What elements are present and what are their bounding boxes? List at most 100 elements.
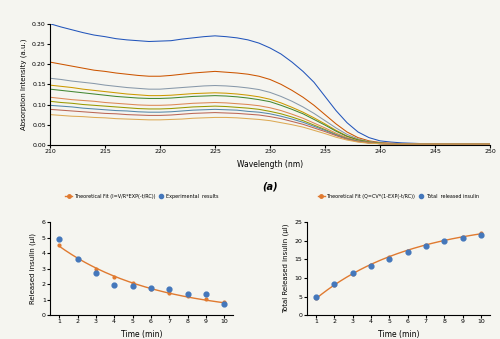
6th min [366, 140, 372, 144]
6th min [388, 142, 394, 146]
3rd min [388, 142, 394, 146]
8th min [124, 109, 130, 113]
2nd min [179, 72, 185, 76]
6th min [410, 142, 416, 146]
1st min [201, 35, 207, 39]
4th min [443, 142, 449, 146]
10th min [91, 115, 97, 119]
3rd min [157, 87, 163, 91]
5th min [399, 142, 405, 146]
6th min [234, 102, 240, 106]
10th min [300, 125, 306, 129]
6th min [465, 142, 471, 146]
1st min [476, 142, 482, 146]
1st min [432, 142, 438, 146]
8th min [377, 142, 383, 146]
5th min [212, 94, 218, 98]
Point [367, 263, 375, 269]
4th min [80, 87, 86, 91]
7th min [333, 132, 339, 136]
5th min [124, 95, 130, 99]
2nd min [377, 140, 383, 144]
8th min [454, 142, 460, 146]
8th min [410, 142, 416, 146]
10th min [454, 142, 460, 146]
8th min [157, 110, 163, 114]
9th min [322, 129, 328, 134]
7th min [289, 115, 295, 119]
3rd min [113, 84, 119, 88]
4th min [377, 141, 383, 145]
2nd min [410, 142, 416, 146]
9th min [223, 111, 229, 115]
7th min [388, 142, 394, 146]
Line: 3rd min: 3rd min [50, 78, 490, 144]
3rd min [223, 84, 229, 88]
4th min [333, 128, 339, 133]
2nd min [388, 141, 394, 145]
10th min [366, 141, 372, 145]
2nd min [256, 74, 262, 78]
1st min [234, 36, 240, 40]
1st min [410, 141, 416, 145]
2nd min [366, 139, 372, 143]
8th min [278, 114, 284, 118]
10th min [179, 117, 185, 121]
6th min [256, 104, 262, 108]
5th min [135, 96, 141, 100]
3rd min [179, 85, 185, 89]
6th min [124, 102, 130, 106]
8th min [487, 142, 493, 146]
5th min [322, 123, 328, 127]
3rd min [124, 85, 130, 89]
5th min [267, 100, 273, 104]
5th min [91, 92, 97, 96]
5th min [157, 96, 163, 100]
1st min [124, 38, 130, 42]
7th min [278, 112, 284, 116]
3rd min [311, 111, 317, 115]
8th min [179, 109, 185, 113]
Point [348, 271, 356, 276]
3rd min [278, 94, 284, 98]
1st min [377, 139, 383, 143]
2nd min [212, 69, 218, 74]
1st min [344, 121, 350, 125]
4th min [322, 122, 328, 126]
Point [422, 243, 430, 249]
Line: 9th min: 9th min [50, 109, 490, 144]
6th min [322, 126, 328, 130]
6th min [355, 139, 361, 143]
Point [202, 292, 210, 297]
5th min [58, 88, 64, 93]
9th min [80, 110, 86, 114]
Line: 5th min: 5th min [50, 89, 490, 144]
3rd min [355, 137, 361, 141]
6th min [179, 102, 185, 106]
10th min [388, 142, 394, 146]
1st min [190, 36, 196, 40]
2nd min [278, 82, 284, 86]
8th min [113, 108, 119, 113]
10th min [113, 117, 119, 121]
Point [74, 257, 82, 262]
10th min [168, 117, 174, 121]
5th min [234, 95, 240, 99]
3rd min [333, 126, 339, 130]
Legend: Theoretical Fit (Q=CV*(1-EXP(-t/RC)), Total  released insulin: Theoretical Fit (Q=CV*(1-EXP(-t/RC)), To… [316, 192, 481, 201]
8th min [168, 110, 174, 114]
3rd min [69, 79, 75, 83]
9th min [410, 142, 416, 146]
8th min [300, 120, 306, 124]
2nd min [289, 88, 295, 93]
3rd min [454, 142, 460, 146]
5th min [278, 103, 284, 107]
9th min [135, 113, 141, 117]
8th min [432, 142, 438, 146]
4th min [47, 83, 53, 87]
9th min [333, 134, 339, 138]
6th min [344, 136, 350, 140]
9th min [179, 112, 185, 116]
2nd min [300, 95, 306, 99]
6th min [102, 100, 108, 104]
